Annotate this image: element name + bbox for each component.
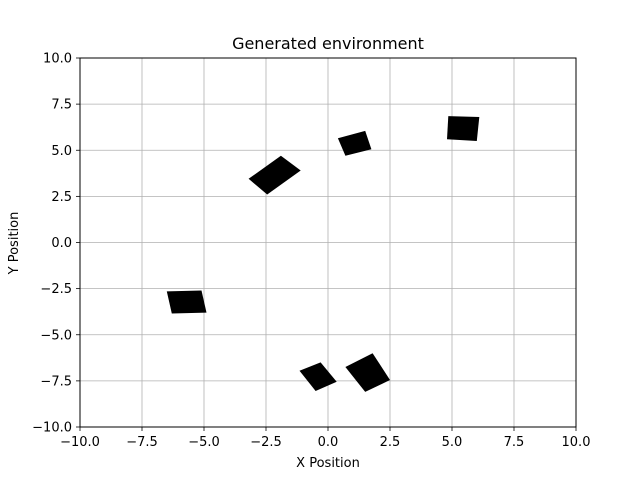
y-tick-label: 0.0 — [51, 236, 72, 251]
obstacle-1 — [447, 116, 480, 141]
obstacles — [166, 116, 480, 392]
y-tick-label: −7.5 — [40, 374, 72, 389]
x-tick-label: −5.0 — [188, 435, 220, 450]
x-tick-label: −2.5 — [250, 435, 282, 450]
x-tick-label: 0.0 — [318, 435, 339, 450]
obstacle-5 — [299, 362, 337, 391]
x-tick-label: 2.5 — [380, 435, 401, 450]
y-axis-label: Y Position — [7, 212, 22, 276]
x-tick-label: 5.0 — [442, 435, 463, 450]
y-tick-label: −5.0 — [40, 328, 72, 343]
obstacle-4 — [166, 290, 207, 314]
y-tick-label: 5.0 — [51, 144, 72, 159]
x-tick-label: 7.5 — [504, 435, 525, 450]
obstacle-2 — [337, 130, 372, 156]
obstacle-6 — [345, 353, 390, 392]
y-tick-label: −10.0 — [32, 421, 72, 436]
chart-title: Generated environment — [232, 34, 424, 53]
y-tick-label: −2.5 — [40, 282, 72, 297]
x-tick-label: 10.0 — [562, 435, 591, 450]
x-tick-label: −10.0 — [60, 435, 100, 450]
x-axis-label: X Position — [296, 456, 360, 471]
y-tick-label: 7.5 — [51, 98, 72, 113]
obstacle-3 — [248, 155, 301, 195]
x-tick-label: −7.5 — [126, 435, 158, 450]
y-tick-label: 10.0 — [43, 52, 72, 67]
tick-marks — [76, 57, 577, 431]
y-tick-label: 2.5 — [51, 190, 72, 205]
